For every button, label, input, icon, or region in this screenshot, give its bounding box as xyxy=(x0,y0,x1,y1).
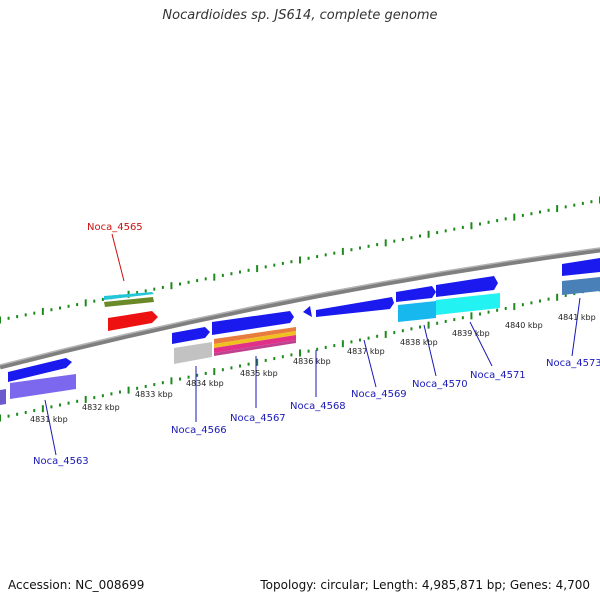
gene-connector-line xyxy=(111,233,125,282)
kbp-label: 4836 kbp xyxy=(293,357,331,366)
kbp-label: 4840 kbp xyxy=(505,321,543,330)
kbp-label: 4841 kbp xyxy=(558,313,596,322)
gene-connector-line xyxy=(363,339,377,388)
topology-text: Topology: circular; Length: 4,985,871 bp… xyxy=(260,578,590,592)
genome-backbone xyxy=(0,247,600,370)
gene-label-noca-4565[interactable]: Noca_4565 xyxy=(87,222,143,233)
kbp-label: 4834 kbp xyxy=(186,379,224,388)
gene-label-noca-4571[interactable]: Noca_4571 xyxy=(470,370,526,381)
gene-label-noca-4563[interactable]: Noca_4563 xyxy=(33,456,89,467)
gene-connector-line xyxy=(423,324,437,377)
gene-noca-4567-feature[interactable] xyxy=(212,311,296,356)
outer-tick-ring xyxy=(0,196,600,324)
gene-label-noca-4568[interactable]: Noca_4568 xyxy=(290,401,346,412)
gene-label-noca-4570[interactable]: Noca_4570 xyxy=(412,379,468,390)
gene-noca-4573-feature[interactable] xyxy=(562,258,600,295)
gene-label-noca-4573[interactable]: Noca_4573 xyxy=(546,358,600,369)
kbp-label: 4838 kbp xyxy=(400,338,438,347)
gene-noca-4566-feature[interactable] xyxy=(172,327,212,364)
kbp-label: 4832 kbp xyxy=(82,403,120,412)
kbp-label: 4837 kbp xyxy=(347,347,385,356)
map-title: Nocardioides sp. JS614, complete genome xyxy=(162,8,438,23)
gene-noca-4570-feature[interactable] xyxy=(396,286,436,322)
kbp-label: 4839 kbp xyxy=(452,329,490,338)
gene-connector-line xyxy=(469,321,493,367)
gene-label-noca-4569[interactable]: Noca_4569 xyxy=(351,389,407,400)
kbp-label: 4833 kbp xyxy=(135,390,173,399)
gene-connector-line xyxy=(571,297,581,357)
gene-connector-line xyxy=(44,399,57,456)
gene-noca-4565-feature[interactable] xyxy=(104,292,158,331)
accession-text: Accession: NC_008699 xyxy=(8,578,145,592)
gene-noca-4568-feature[interactable] xyxy=(303,306,312,317)
kbp-label: 4835 kbp xyxy=(240,369,278,378)
gene-noca-4569-feature[interactable] xyxy=(316,297,394,317)
kbp-label: 4831 kbp xyxy=(30,415,68,424)
gene-noca-4571-feature[interactable] xyxy=(436,276,500,315)
gene-noca-4563-feature[interactable] xyxy=(0,358,76,405)
gene-label-noca-4567[interactable]: Noca_4567 xyxy=(230,413,286,424)
gene-label-noca-4566[interactable]: Noca_4566 xyxy=(171,425,227,436)
